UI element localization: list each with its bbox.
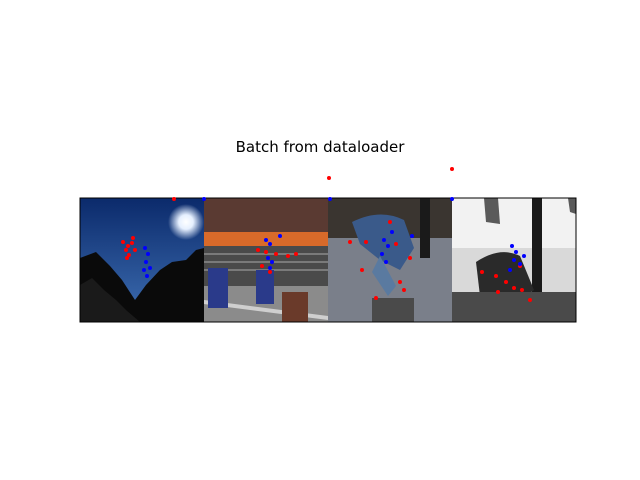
gymnastics-arena-panel — [204, 198, 328, 322]
figure-title: Batch from dataloader — [235, 138, 405, 156]
red-keypoints — [121, 167, 532, 302]
street-jump-panel — [328, 198, 452, 322]
grid-frame — [79, 197, 577, 323]
blue-keypoints — [142, 197, 526, 278]
silhouette-on-rocks-panel — [80, 198, 204, 322]
